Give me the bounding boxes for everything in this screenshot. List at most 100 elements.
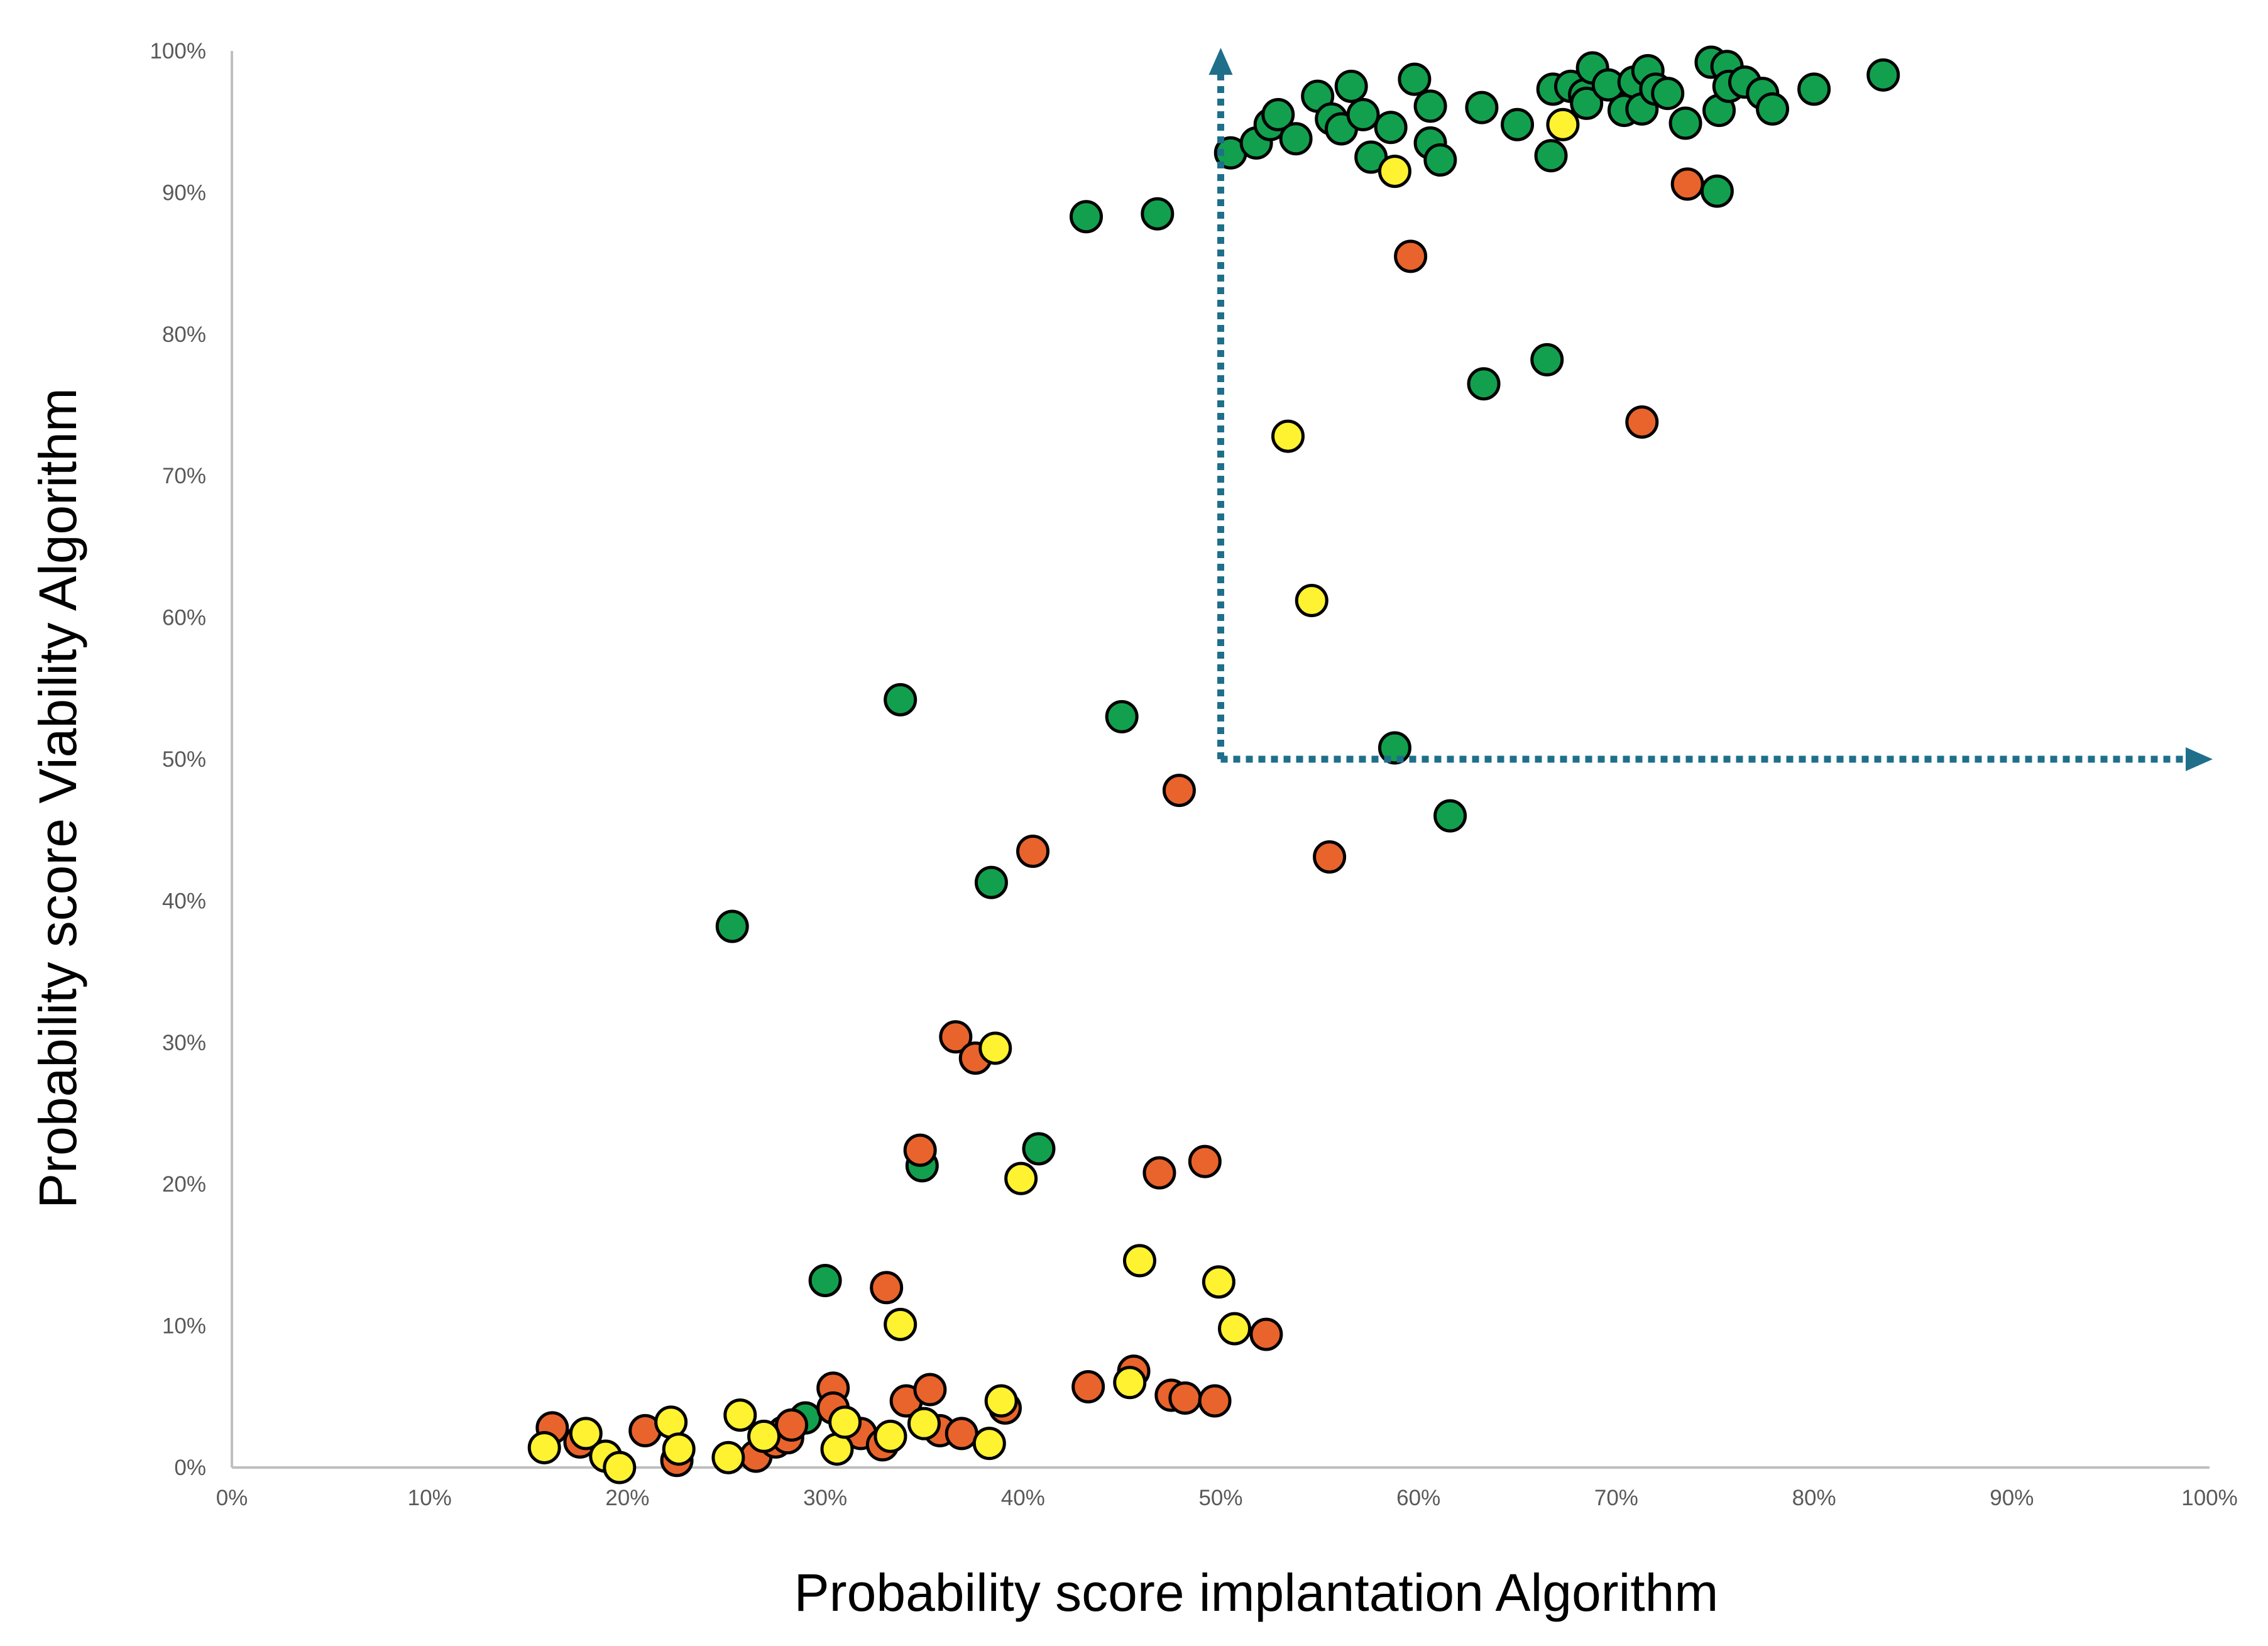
threshold-guides (1208, 48, 2213, 771)
orange-point (870, 1271, 904, 1305)
orange-point (1394, 239, 1428, 273)
yellow-point (569, 1417, 603, 1451)
y-axis-title: Probability score Viability Algorithm (28, 388, 87, 1209)
yellow-point (1113, 1366, 1147, 1400)
yellow-point (1271, 419, 1305, 453)
green-point (1756, 92, 1790, 126)
y-tick-label: 50% (162, 747, 206, 772)
green-point (1467, 367, 1501, 401)
x-tick-label: 80% (1792, 1486, 1836, 1510)
x-tick-label: 40% (1001, 1486, 1045, 1510)
x-tick-label: 50% (1198, 1486, 1242, 1510)
yellow-point (828, 1405, 862, 1439)
y-tick-label: 40% (162, 889, 206, 913)
yellow-point (1004, 1161, 1038, 1195)
green-point (1378, 731, 1411, 765)
orange-point (1188, 1144, 1222, 1178)
green-point (1530, 343, 1564, 376)
green-point (1374, 111, 1408, 145)
green-point (1797, 72, 1831, 106)
yellow-point (1378, 155, 1411, 189)
yellow-point (984, 1384, 1018, 1418)
green-point (715, 909, 749, 943)
green-point (1433, 799, 1467, 833)
green-point (1070, 200, 1104, 234)
yellow-point (1218, 1312, 1252, 1346)
orange-point (1625, 405, 1659, 439)
yellow-point (1546, 107, 1580, 141)
green-point (1346, 97, 1380, 131)
series-yellow (527, 107, 1580, 1484)
yellow-point (603, 1451, 637, 1484)
green-point (1501, 107, 1535, 141)
yellow-point (972, 1427, 1006, 1461)
green-point (1700, 174, 1734, 208)
green-point (1334, 69, 1368, 103)
orange-point (1168, 1381, 1202, 1415)
yellow-point (978, 1031, 1012, 1065)
green-point (1534, 139, 1568, 173)
orange-point (1198, 1384, 1232, 1418)
orange-point (775, 1408, 809, 1442)
yellow-point (527, 1430, 561, 1464)
axes (231, 51, 2210, 1469)
green-point (974, 865, 1008, 899)
green-point (1022, 1132, 1056, 1166)
x-tick-label: 90% (1990, 1486, 2034, 1510)
x-tick-label: 100% (2181, 1486, 2238, 1510)
x-tick-label: 30% (803, 1486, 847, 1510)
orange-point (1142, 1156, 1176, 1190)
x-tick-label: 0% (216, 1486, 248, 1510)
y-tick-label: 10% (162, 1314, 206, 1339)
data-points (527, 45, 1900, 1484)
green-point (1866, 58, 1900, 92)
yellow-point (1122, 1244, 1156, 1278)
yellow-point (874, 1419, 907, 1453)
green-point (1570, 86, 1604, 120)
green-point (884, 683, 918, 716)
orange-point (945, 1417, 978, 1451)
orange-point (903, 1133, 937, 1167)
orange-point (1016, 835, 1050, 869)
green-point (1105, 700, 1139, 733)
orange-point (1071, 1370, 1105, 1404)
y-tick-label: 70% (162, 464, 206, 488)
green-point (808, 1263, 842, 1297)
green-point (1651, 77, 1685, 111)
x-tick-label: 60% (1396, 1486, 1440, 1510)
green-point (1668, 106, 1702, 140)
orange-point (1670, 167, 1704, 201)
yellow-point (907, 1407, 941, 1440)
green-point (1261, 97, 1295, 131)
yellow-point (1202, 1265, 1235, 1299)
green-point (1413, 89, 1447, 123)
y-tick-label: 90% (162, 180, 206, 205)
x-tick-label: 20% (605, 1486, 649, 1510)
green-point (1423, 143, 1457, 177)
yellow-point (723, 1398, 757, 1432)
green-point (1465, 91, 1499, 124)
y-tick-labels: 0% 10% 20% 30% 40% 50% 60% 70% 80% 90% 100% (150, 39, 206, 1480)
yellow-point (1295, 584, 1328, 618)
x-tick-label: 70% (1594, 1486, 1638, 1510)
green-point (1279, 122, 1313, 156)
yellow-point (662, 1432, 696, 1466)
green-point (1398, 62, 1432, 96)
green-point (1141, 197, 1175, 231)
x-tick-label: 10% (408, 1486, 452, 1510)
x-tick-labels: 0% 10% 20% 30% 40% 50% 60% 70% 80% 90% 100% (216, 1486, 2238, 1510)
y-tick-label: 30% (162, 1031, 206, 1055)
vertical-arrowhead (1208, 48, 1233, 75)
y-tick-label: 60% (162, 606, 206, 630)
orange-point (913, 1373, 947, 1407)
yellow-point (884, 1307, 918, 1341)
orange-point (939, 1020, 973, 1054)
series-green (715, 45, 1900, 1435)
yellow-point (711, 1440, 745, 1474)
yellow-point (747, 1419, 781, 1453)
orange-point (1249, 1317, 1283, 1351)
orange-point (1313, 840, 1347, 874)
y-tick-label: 100% (150, 39, 206, 63)
